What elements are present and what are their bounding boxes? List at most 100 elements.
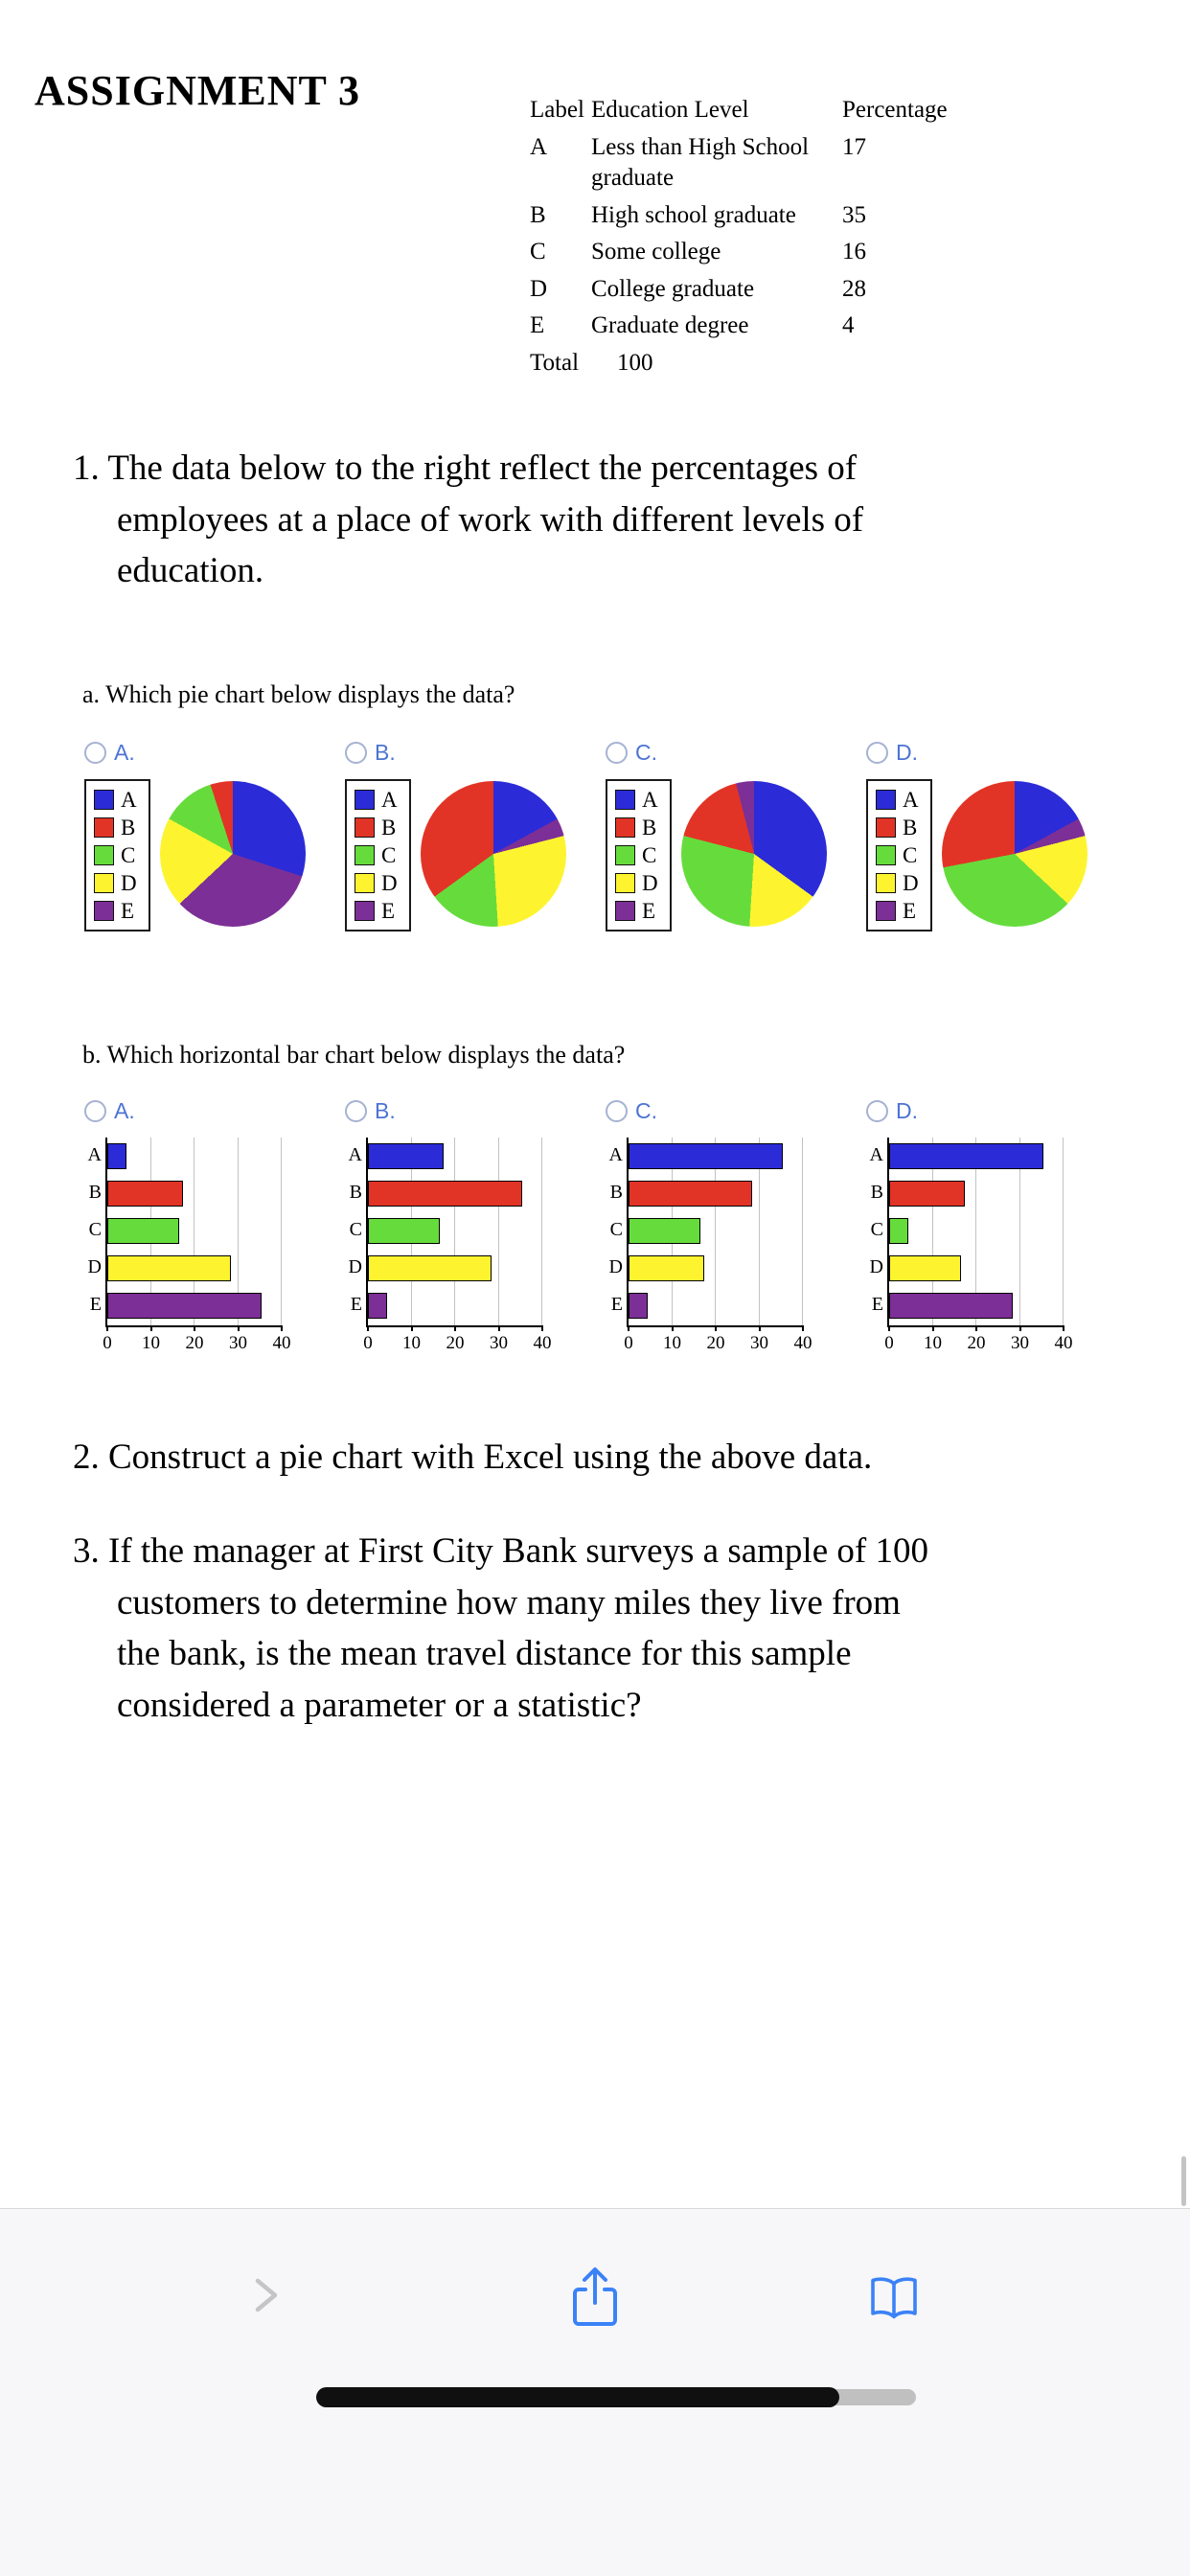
question-3-text: 3. If the manager at First City Bank sur… [73,1526,928,1732]
table-cell-percentage: 17 [842,133,866,160]
bar-option-d: D. A B C D E 0 10 20 30 40 [866,1098,1127,1362]
bar-option-d-head[interactable]: D. [866,1098,1127,1124]
pie-option-a-label[interactable]: A. [114,740,135,765]
pie-chart-option-d [941,781,1087,927]
axis-tick-label: 30 [229,1333,247,1353]
bar-category-label: D [348,1256,362,1277]
legend-swatch-b [355,817,375,838]
legend-item: B [615,816,658,839]
home-indicator[interactable] [316,2387,839,2407]
table-row: C Some college 16 [530,234,1101,271]
gridline [715,1138,716,1325]
axis-tick-label: 0 [363,1333,373,1353]
pie-option-a-head[interactable]: A. [84,740,345,766]
pie-options-row: A. A B C D E B. A B C D E C. A B C D E D. A B C D E [84,740,1127,932]
axis-tick-label: 30 [490,1333,508,1353]
share-button[interactable] [562,2263,628,2332]
pie-option-d-label[interactable]: D. [896,740,918,765]
pie-option-a: A. A B C D E [84,740,345,932]
legend-swatch-a [615,790,635,810]
legend-item: E [615,900,658,922]
vertical-scroll-indicator[interactable] [1181,2156,1186,2206]
axis-tick-label: 10 [402,1333,421,1353]
legend-swatch-e [615,901,635,921]
bar-option-d-radio[interactable] [866,1100,888,1122]
table-cell-label: B [530,201,546,228]
legend-label: A [903,788,919,812]
bar-e [107,1293,263,1319]
forward-button[interactable] [241,2272,287,2318]
bar-e [368,1293,388,1319]
bar-option-a-label[interactable]: A. [114,1098,135,1123]
legend-swatch-e [94,901,114,921]
legend-label: C [121,843,136,867]
pie-option-c-label[interactable]: C. [635,740,657,765]
legend-item: A [615,789,658,811]
legend-item: A [355,789,398,811]
legend-swatch-a [876,790,896,810]
legend-label: E [903,899,917,923]
axis-tick [367,1325,369,1331]
bar-option-a-head[interactable]: A. [84,1098,345,1124]
bar-option-a-radio[interactable] [84,1100,106,1122]
bar-chart-option-c: A B C D E 0 10 20 30 40 [606,1138,826,1362]
bar-b [629,1181,753,1207]
bar-option-b-radio[interactable] [345,1100,367,1122]
bar-a [889,1143,1044,1169]
axis-tick-label: 20 [706,1333,725,1353]
legend-item: B [355,816,398,839]
legend-label: D [381,871,398,895]
axis-tick [758,1325,761,1331]
pie-option-a-radio[interactable] [84,742,106,764]
table-cell-percentage: 16 [842,239,866,264]
bookmarks-button[interactable] [863,2270,925,2328]
pie-option-b-label[interactable]: B. [375,740,396,765]
legend-swatch-d [615,873,635,893]
bar-option-b-label[interactable]: B. [375,1098,396,1123]
legend-label: E [642,899,656,923]
book-icon [871,2277,917,2319]
axis-tick-label: 20 [967,1333,986,1353]
bar-option-c-radio[interactable] [606,1100,628,1122]
axis-tick [671,1325,674,1331]
pie-option-c-head[interactable]: C. [606,740,866,766]
table-cell-label: A [530,133,548,160]
question-1-text: 1. The data below to the right reflect t… [73,443,863,597]
bar-option-c-label[interactable]: C. [635,1098,657,1123]
bar-category-label: D [87,1256,102,1277]
gridline [1063,1138,1064,1325]
gridline [758,1138,760,1325]
table-cell-education: Less than High School graduate [591,133,810,192]
table-row: E Graduate degree 4 [530,308,1101,345]
axis-tick-label: 20 [446,1333,465,1353]
axis-tick-label: 0 [884,1333,894,1353]
pie-option-c-radio[interactable] [606,742,628,764]
total-value: 100 [617,349,653,376]
pie-option-b-radio[interactable] [345,742,367,764]
bar-option-b-head[interactable]: B. [345,1098,606,1124]
axis-tick-label: 10 [142,1333,160,1353]
pie-option-d-radio[interactable] [866,742,888,764]
bar-option-c-head[interactable]: C. [606,1098,866,1124]
gridline [237,1138,239,1325]
bar-e [889,1293,1014,1319]
axis-tick [628,1325,629,1331]
bar-option-d-label[interactable]: D. [896,1098,918,1123]
axis-tick-label: 30 [1011,1333,1029,1353]
pie-option-d-head[interactable]: D. [866,740,1127,766]
pie-option-b: B. A B C D E [345,740,606,932]
pie-option-b-head[interactable]: B. [345,740,606,766]
table-cell-label: D [530,275,548,302]
axis-tick [149,1325,152,1331]
gridline [1018,1138,1020,1325]
table-cell-percentage: 35 [842,201,866,228]
axis-tick-label: 40 [793,1333,812,1353]
bar-chart-option-d: A B C D E 0 10 20 30 40 [866,1138,1087,1362]
legend-item: C [615,844,658,866]
table-header-row: Label Education Level Percentage [530,92,1101,129]
